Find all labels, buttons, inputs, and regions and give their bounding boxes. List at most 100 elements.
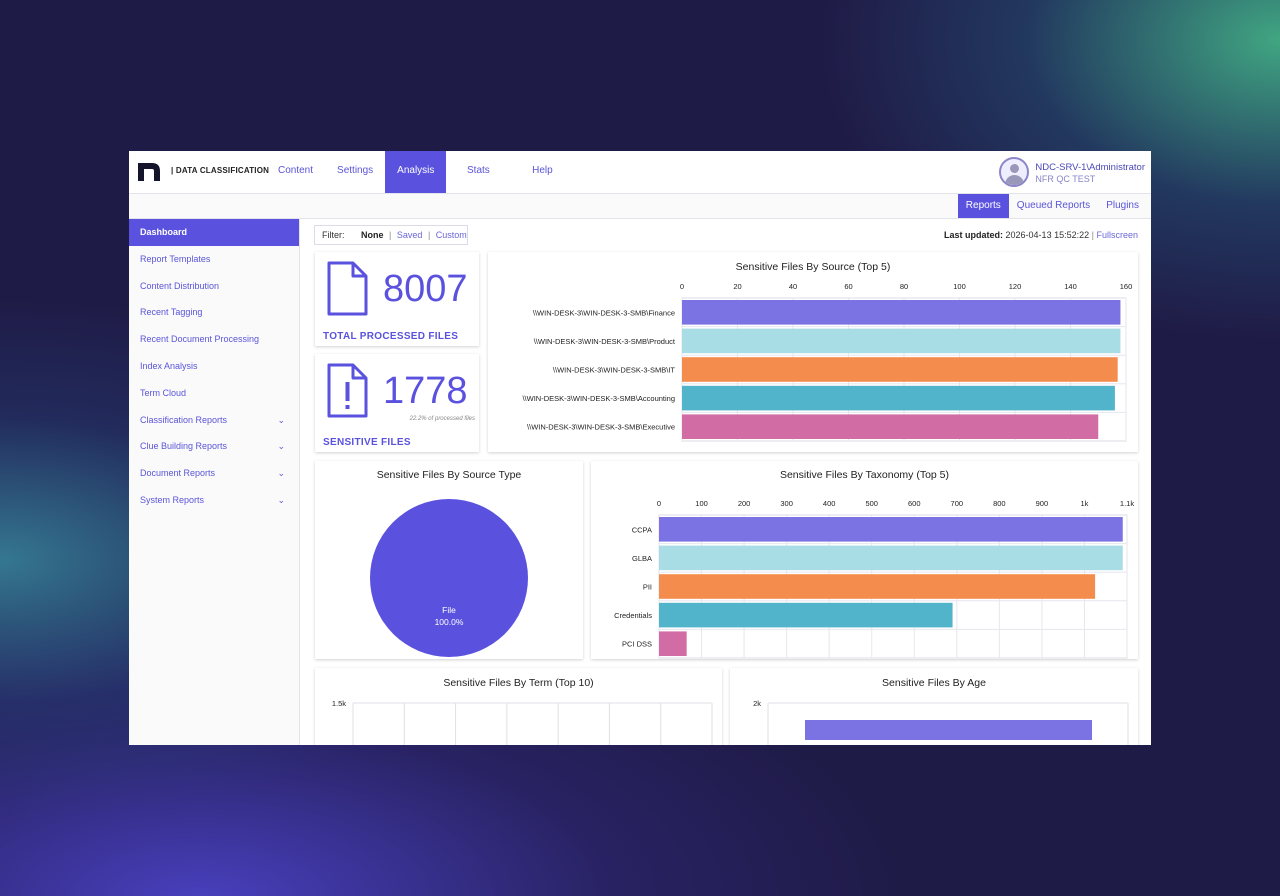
tab-reports[interactable]: Reports — [957, 194, 1009, 218]
bar — [659, 517, 1123, 542]
document-alert-icon — [327, 363, 368, 418]
bar — [805, 720, 1092, 740]
category-label: PII — [643, 583, 652, 592]
top-bar: | DATA CLASSIFICATION Content Settings A… — [129, 151, 1151, 194]
user-name: NDC-SRV-1\Administrator — [1035, 161, 1145, 173]
category-label: Credentials — [614, 611, 652, 620]
total-files-title: TOTAL PROCESSED FILES — [323, 331, 459, 342]
slice-value-label: 100.0% — [435, 617, 464, 627]
tick-label: 120 — [1009, 282, 1022, 291]
tab-queued-reports[interactable]: Queued Reports — [1016, 200, 1091, 211]
nav-analysis[interactable]: Analysis — [385, 151, 447, 193]
chart-title-source: Sensitive Files By Source (Top 5) — [735, 261, 891, 273]
chart-title-age: Sensitive Files By Age — [882, 677, 986, 689]
sidebar: Dashboard Report Templates Content Distrib… — [129, 219, 300, 745]
nav-content[interactable]: Content — [278, 165, 314, 176]
sidebar-item-clue-building-reports[interactable]: Clue Building Reports ⌄ — [129, 433, 299, 460]
tick-label: 2k — [753, 699, 761, 708]
chart-age: 2k — [753, 699, 1129, 745]
app-window: | DATA CLASSIFICATION Content Settings A… — [129, 151, 1151, 745]
tick-label: 0 — [680, 282, 684, 291]
chart-source: 0 20 40 60 80 100 120 140 160 \\WIN-DESK-3\WIN-DE… — [522, 282, 1133, 442]
chart-source-type: File 100.0% — [370, 499, 528, 657]
bar — [659, 631, 687, 656]
chart-title-term: Sensitive Files By Term (Top 10) — [443, 677, 594, 689]
sidebar-item-label: Report Templates — [140, 253, 211, 264]
chart-card-taxonomy: Sensitive Files By Taxonomy (Top 5) 0 100… — [591, 461, 1138, 659]
bar — [682, 300, 1121, 325]
sidebar-item-label: Recent Document Processing — [140, 334, 260, 345]
bar — [659, 602, 953, 628]
category-label: GLBA — [632, 554, 652, 563]
tab-plugins[interactable]: Plugins — [1106, 200, 1139, 211]
tick-label: 160 — [1120, 282, 1133, 291]
chevron-down-icon[interactable]: ⌄ — [277, 468, 285, 479]
sidebar-item-content-distribution[interactable]: Content Distribution — [129, 273, 299, 300]
tick-label: 40 — [789, 282, 797, 291]
sidebar-item-label: Clue Building Reports — [140, 441, 228, 452]
nav-help[interactable]: Help — [532, 165, 553, 176]
nav-stats[interactable]: Stats — [467, 165, 490, 176]
filter-separator: | — [389, 230, 392, 240]
sensitive-files-subtitle: 22.2% of processed files — [409, 416, 475, 422]
last-updated: Last updated: 2026-04-13 15:52:22 | Full… — [944, 230, 1138, 240]
category-label: \\WIN-DESK-3\WIN-DESK-3-SMB\Accounting — [522, 394, 675, 403]
bar — [682, 385, 1115, 411]
sub-nav: Reports Queued Reports Plugins — [957, 194, 1147, 218]
sidebar-item-index-analysis[interactable]: Index Analysis — [129, 353, 299, 380]
user-subtitle: NFR QC TEST — [1035, 173, 1096, 184]
sidebar-item-report-templates[interactable]: Report Templates — [129, 246, 299, 273]
tick-label: 60 — [844, 282, 852, 291]
sidebar-item-recent-tagging[interactable]: Recent Tagging — [129, 299, 299, 326]
bar — [682, 414, 1099, 439]
filter-saved[interactable]: Saved — [396, 230, 423, 240]
category-label: CCPA — [632, 525, 652, 534]
sidebar-item-term-cloud[interactable]: Term Cloud — [129, 380, 299, 407]
pie-slice — [370, 499, 528, 657]
avatar[interactable] — [999, 157, 1030, 187]
chart-card-source: Sensitive Files By Source (Top 5) 0 20 40 6… — [488, 252, 1138, 452]
chart-title-source-type: Sensitive Files By Source Type — [376, 469, 522, 481]
filter-separator: | — [427, 230, 431, 240]
chart-taxonomy: 0 100 200 300 400 500 600 700 800 900 1k 1.1k CCPA GL… — [614, 499, 1134, 659]
sidebar-item-document-reports[interactable]: Document Reports ⌄ — [129, 460, 299, 487]
document-icon — [327, 261, 368, 316]
filter-label: Filter: — [322, 230, 345, 240]
tick-label: 1k — [1080, 499, 1088, 508]
chevron-down-icon[interactable]: ⌄ — [277, 494, 285, 505]
filter-bar: Filter: None | Saved | Custom — [314, 225, 468, 245]
sidebar-item-label: Classification Reports — [140, 414, 228, 425]
sidebar-item-label: System Reports — [140, 494, 205, 505]
stat-card-total: 8007 TOTAL PROCESSED FILES — [315, 252, 479, 346]
chart-card-age: Sensitive Files By Age 2k — [730, 668, 1138, 745]
category-label: \\WIN-DESK-3\WIN-DESK-3-SMB\IT — [553, 366, 676, 375]
tick-label: 900 — [1036, 499, 1049, 508]
nav-settings[interactable]: Settings — [337, 165, 374, 176]
category-label: \\WIN-DESK-3\WIN-DESK-3-SMB\Product — [534, 337, 676, 346]
sidebar-item-label: Term Cloud — [140, 387, 187, 398]
sidebar-item-system-reports[interactable]: System Reports ⌄ — [129, 487, 299, 514]
sidebar-item-recent-document-processing[interactable]: Recent Document Processing — [129, 326, 299, 353]
tick-label: 100 — [695, 499, 708, 508]
bar — [659, 574, 1096, 599]
logo-icon — [138, 163, 160, 181]
sidebar-item-label: Recent Tagging — [140, 307, 203, 318]
tick-label: 80 — [900, 282, 908, 291]
user-menu[interactable]: NDC-SRV-1\Administrator NFR QC TEST — [999, 155, 1145, 189]
chevron-down-icon[interactable]: ⌄ — [277, 441, 285, 452]
chart-title-taxonomy: Sensitive Files By Taxonomy (Top 5) — [779, 469, 950, 481]
chart-card-source-type: Sensitive Files By Source Type File 100.0… — [315, 461, 583, 659]
sidebar-item-classification-reports[interactable]: Classification Reports ⌄ — [129, 407, 299, 434]
chevron-down-icon[interactable]: ⌄ — [277, 414, 285, 425]
sidebar-item-label: Dashboard — [140, 227, 188, 237]
fullscreen-link[interactable]: Fullscreen — [1096, 230, 1138, 240]
tick-label: 500 — [865, 499, 878, 508]
sidebar-item-dashboard[interactable]: Dashboard — [129, 219, 299, 246]
tick-label: 0 — [657, 499, 661, 508]
filter-custom[interactable]: Custom — [435, 230, 467, 240]
tick-label: 1.5k — [332, 699, 346, 708]
last-updated-value: 2026-04-13 15:52:22 — [1005, 230, 1090, 240]
tick-label: 800 — [993, 499, 1006, 508]
filter-none[interactable]: None — [361, 230, 384, 240]
sidebar-item-label: Content Distribution — [140, 280, 220, 291]
